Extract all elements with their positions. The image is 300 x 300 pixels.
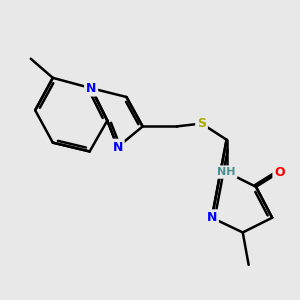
Text: O: O xyxy=(274,166,285,178)
Text: N: N xyxy=(86,82,96,95)
Text: N: N xyxy=(207,211,217,224)
Text: NH: NH xyxy=(217,167,236,177)
Text: N: N xyxy=(112,141,123,154)
Text: S: S xyxy=(197,117,206,130)
